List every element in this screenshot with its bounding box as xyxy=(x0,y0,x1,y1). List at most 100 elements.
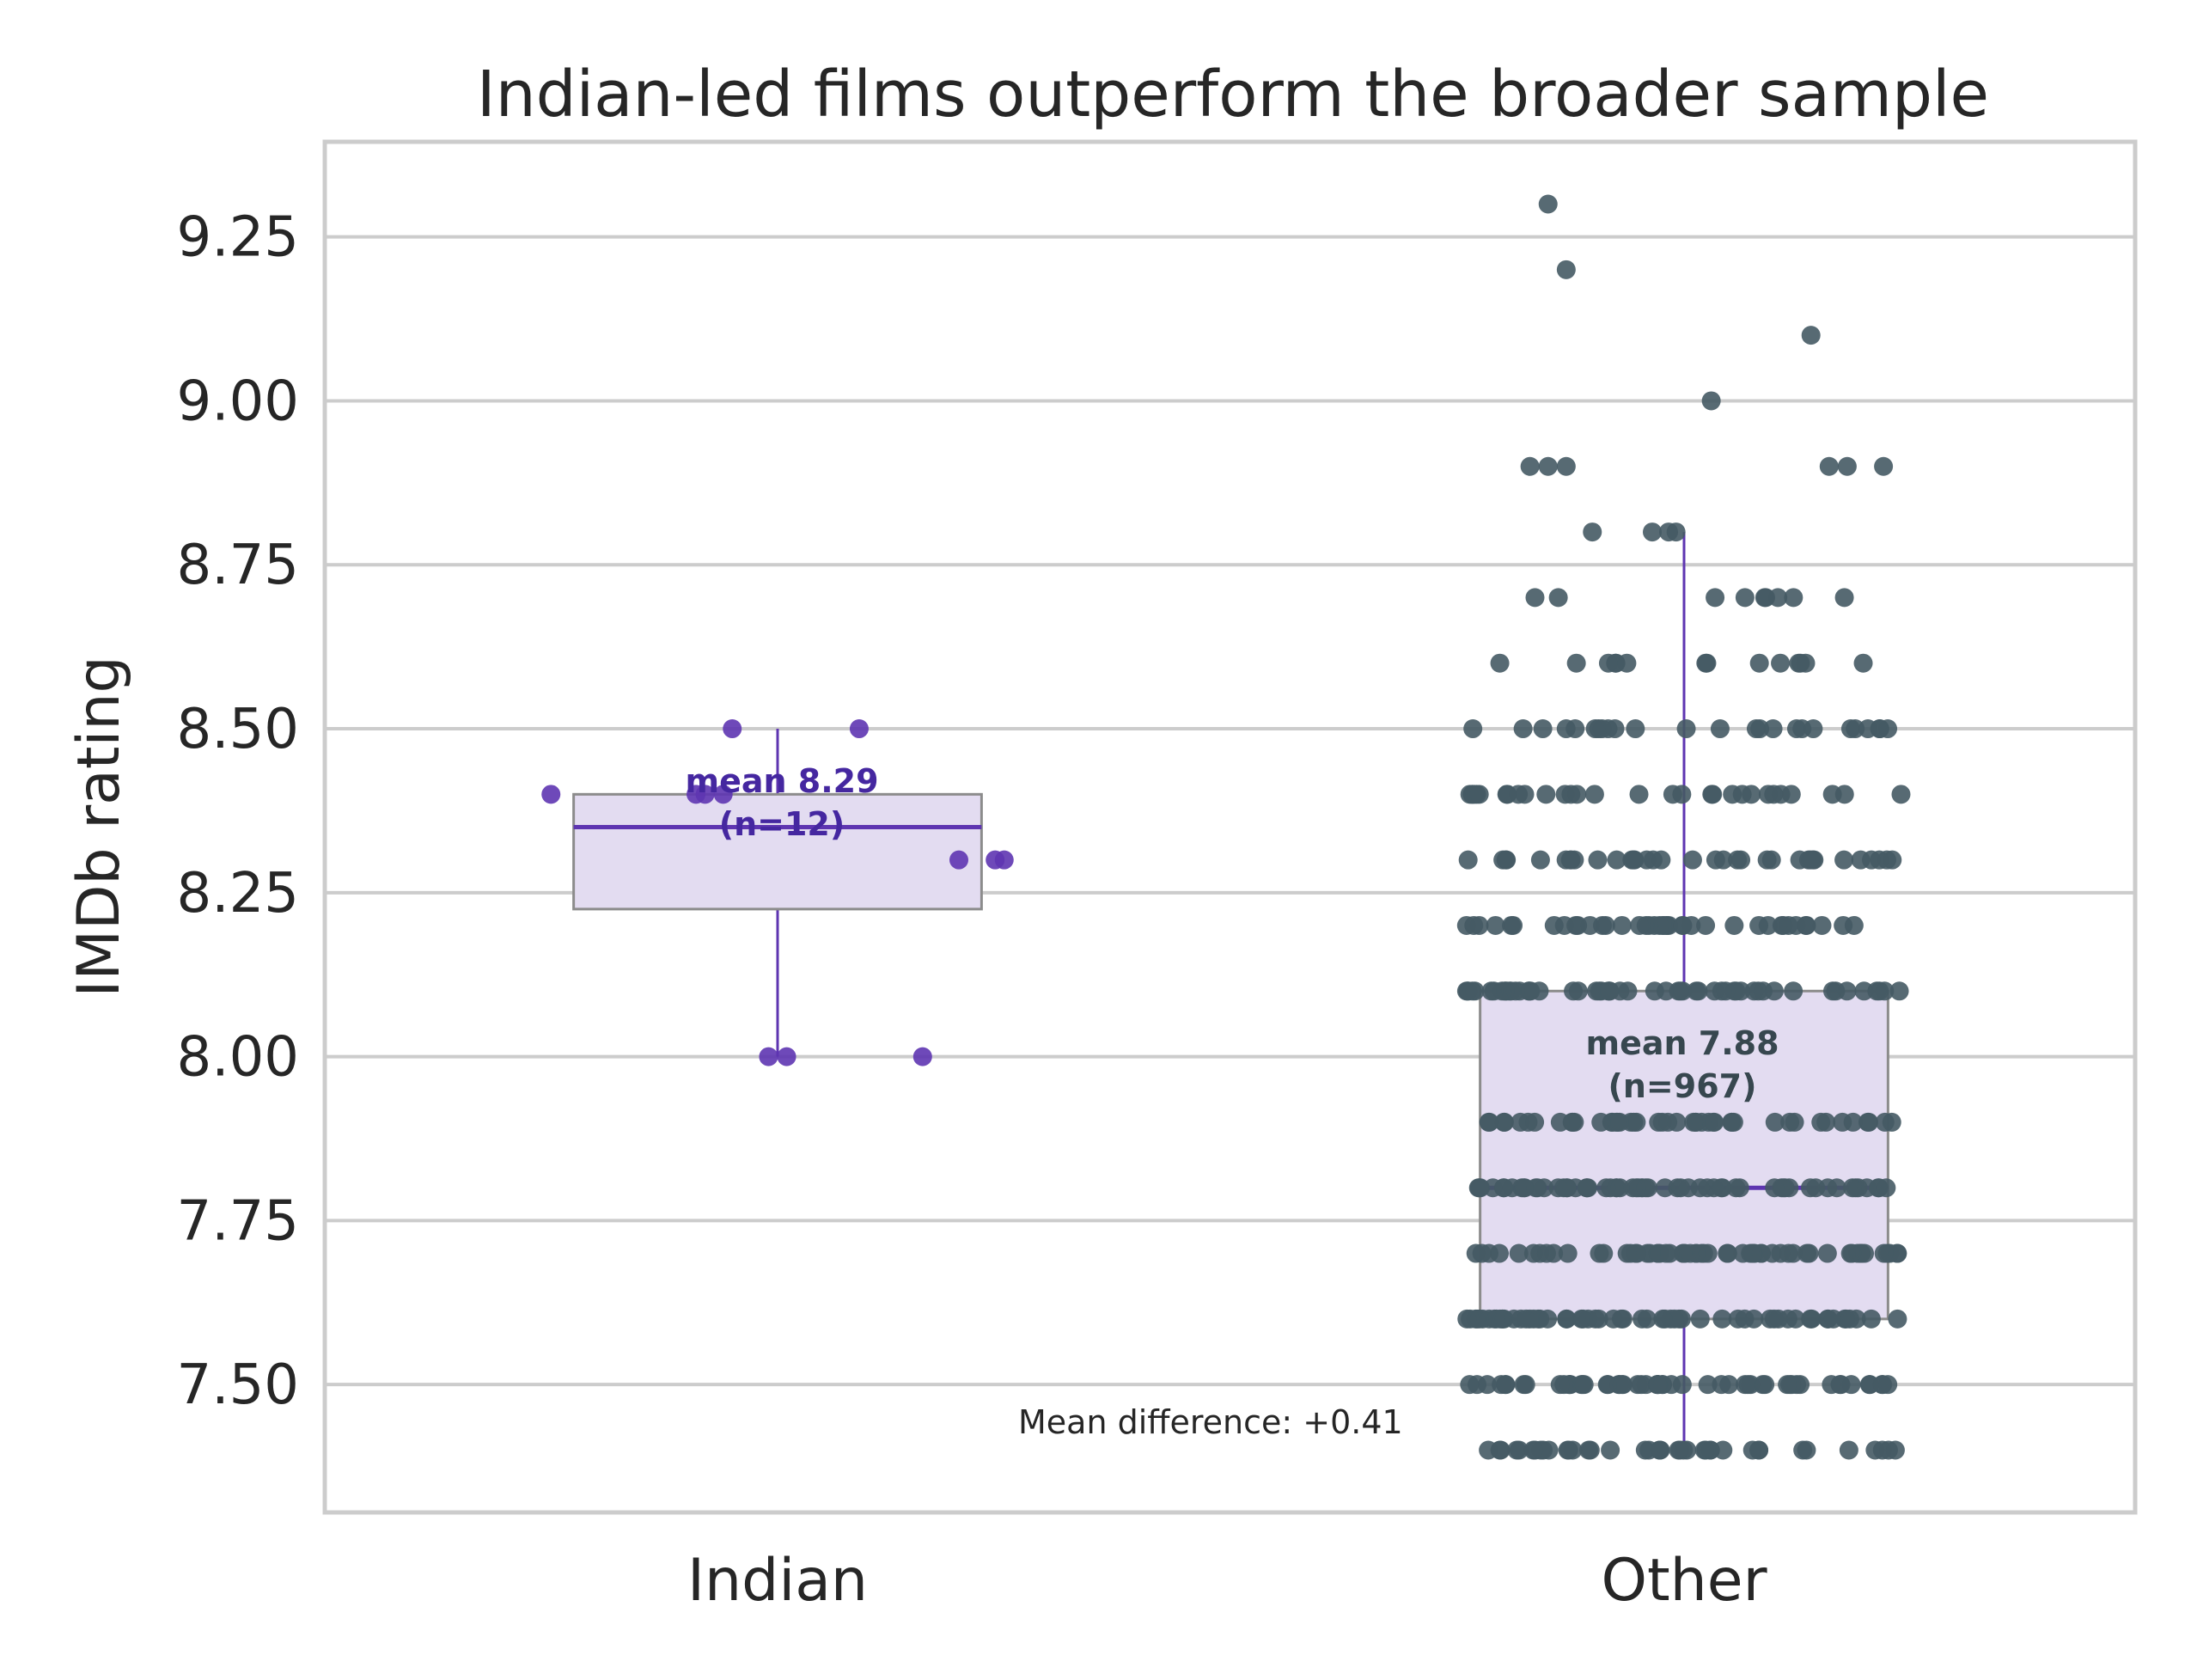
data-point xyxy=(1784,981,1803,1001)
data-point xyxy=(1712,1309,1732,1329)
data-point xyxy=(1637,1309,1657,1329)
data-point xyxy=(1852,1243,1871,1263)
data-point xyxy=(1612,915,1632,935)
data-point xyxy=(1590,1243,1609,1263)
data-point xyxy=(1514,1178,1534,1198)
data-point xyxy=(695,785,715,804)
data-point xyxy=(1592,719,1612,739)
data-point xyxy=(1742,1243,1762,1263)
data-point xyxy=(1622,850,1642,870)
data-point xyxy=(1772,915,1791,935)
data-point xyxy=(1834,588,1854,608)
data-point xyxy=(1561,850,1581,870)
data-point xyxy=(1870,850,1889,870)
data-point xyxy=(723,719,742,739)
data-point xyxy=(1479,1440,1498,1460)
data-point xyxy=(1801,326,1821,345)
data-point xyxy=(1636,1178,1656,1198)
data-point xyxy=(1608,1112,1627,1132)
data-point xyxy=(1486,915,1505,935)
data-point xyxy=(1548,588,1568,608)
data-point xyxy=(1544,915,1564,935)
y-tick-label: 8.75 xyxy=(177,534,300,597)
data-point xyxy=(1670,1178,1690,1198)
data-point xyxy=(1630,915,1650,935)
data-point xyxy=(949,850,968,870)
data-point xyxy=(1735,1309,1755,1329)
data-point xyxy=(1889,981,1909,1001)
data-point xyxy=(1589,1309,1608,1329)
data-point xyxy=(1811,1112,1831,1132)
data-point xyxy=(1597,1375,1617,1395)
data-point xyxy=(1768,588,1788,608)
grid-layer: 7.50 7.75 8.00 8.25 8.50 8.75 9.00 9.25 Indian Ot… xyxy=(177,206,2135,1615)
data-point xyxy=(1823,1309,1843,1329)
data-point xyxy=(1550,1375,1570,1395)
data-point xyxy=(1803,850,1822,870)
data-point xyxy=(1861,1309,1881,1329)
data-point xyxy=(1750,719,1770,739)
data-point xyxy=(1588,850,1608,870)
data-point xyxy=(1650,915,1669,935)
data-point xyxy=(1690,1178,1710,1198)
data-point xyxy=(1643,522,1663,542)
y-tick-label: 7.50 xyxy=(177,1353,300,1417)
data-point xyxy=(1771,653,1791,673)
data-point xyxy=(1873,1375,1893,1395)
data-point xyxy=(1842,1178,1862,1198)
data-point xyxy=(1533,719,1553,739)
count-label: (n=12) xyxy=(719,805,845,843)
data-point xyxy=(1565,719,1585,739)
data-point xyxy=(1649,1375,1669,1395)
data-point xyxy=(1801,1309,1821,1329)
data-point xyxy=(1731,981,1751,1001)
data-point xyxy=(1834,850,1854,870)
data-point xyxy=(1778,1375,1797,1395)
data-point xyxy=(1613,1309,1633,1329)
data-point xyxy=(1681,1243,1700,1263)
data-point xyxy=(1464,915,1484,935)
data-point xyxy=(1723,785,1742,804)
data-point xyxy=(1651,1440,1670,1460)
data-point xyxy=(1509,1243,1529,1263)
box-iqr xyxy=(572,792,983,911)
count-label: (n=967) xyxy=(1608,1067,1757,1105)
data-point xyxy=(1706,588,1725,608)
data-point xyxy=(1626,1243,1645,1263)
data-point xyxy=(1858,1112,1878,1132)
data-point xyxy=(777,1047,796,1066)
data-point xyxy=(1786,915,1806,935)
data-point xyxy=(1696,915,1716,935)
data-point xyxy=(1726,1178,1746,1198)
data-point xyxy=(1885,1440,1905,1460)
data-point xyxy=(1839,1440,1858,1460)
data-point xyxy=(1494,1112,1514,1132)
y-tick-label: 8.50 xyxy=(177,698,300,761)
data-point xyxy=(1610,1178,1630,1198)
data-point xyxy=(1888,1243,1907,1263)
data-point xyxy=(1718,1243,1737,1263)
data-point xyxy=(1520,456,1540,476)
point-layer xyxy=(541,194,1911,1460)
data-point xyxy=(1872,1440,1892,1460)
data-point xyxy=(1672,785,1692,804)
data-point xyxy=(1669,1440,1688,1460)
data-point xyxy=(1877,1178,1896,1198)
data-point xyxy=(1713,850,1733,870)
data-point xyxy=(1521,981,1541,1001)
data-point xyxy=(1826,981,1846,1001)
data-point xyxy=(1736,1375,1755,1395)
data-point xyxy=(1712,1178,1731,1198)
data-point xyxy=(1724,1112,1743,1132)
data-point xyxy=(1655,1178,1675,1198)
data-point xyxy=(1538,456,1558,476)
mean-label: mean 7.88 xyxy=(1585,1024,1779,1062)
data-point xyxy=(1486,1309,1506,1329)
data-point xyxy=(1509,1440,1529,1460)
data-point xyxy=(1580,915,1600,935)
data-point xyxy=(1874,456,1894,476)
data-point xyxy=(1789,653,1809,673)
data-point xyxy=(1712,1375,1731,1395)
plot-frame xyxy=(322,139,2138,1515)
